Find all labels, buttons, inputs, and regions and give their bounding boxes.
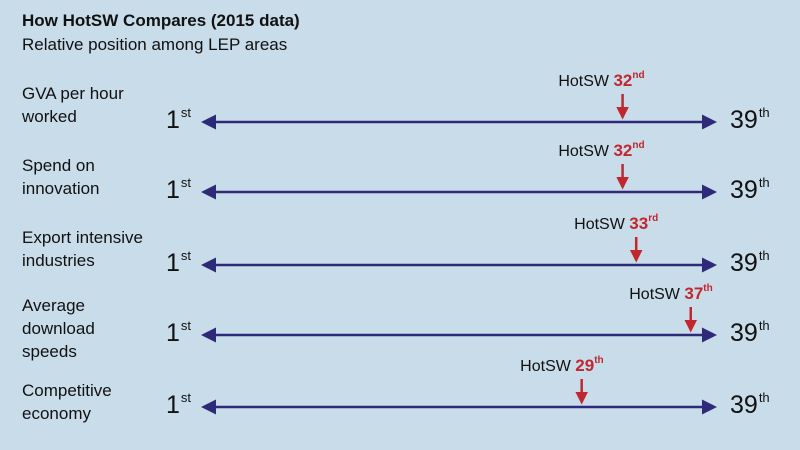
rank-min-label: 1st [166, 390, 192, 419]
rank-min-label: 1st [166, 175, 192, 204]
rank-max-label: 39th [730, 248, 770, 277]
diagram-subtitle: Relative position among LEP areas [22, 35, 288, 54]
entity-rank: 32nd [613, 70, 645, 90]
row-label-line: economy [22, 404, 91, 423]
entity-name: HotSW [558, 73, 614, 90]
row-label-line: Average [22, 296, 86, 315]
rank-max-label: 39th [730, 318, 770, 347]
position-marker-label: HotSW 33rd [574, 213, 659, 233]
entity-name: HotSW [520, 358, 576, 375]
row-label-line: speeds [22, 342, 77, 361]
rank-min-label: 1st [166, 105, 192, 134]
row-label-line: industries [22, 251, 95, 270]
rank-max-label: 39th [730, 390, 770, 419]
entity-name: HotSW [629, 286, 685, 303]
rank-max-label: 39th [730, 105, 770, 134]
entity-name: HotSW [558, 143, 614, 160]
row-label-line: Competitive [22, 381, 112, 400]
row-label-line: GVA per hour [22, 84, 124, 103]
entity-name: HotSW [574, 216, 630, 233]
position-marker-label: HotSW 29th [520, 355, 604, 375]
row-label-line: worked [22, 107, 77, 126]
entity-rank: 29th [575, 355, 604, 375]
position-marker-label: HotSW 32nd [558, 140, 645, 160]
rank-max-label: 39th [730, 175, 770, 204]
row-label-line: Export intensive [22, 228, 143, 247]
position-marker-label: HotSW 37th [629, 283, 713, 303]
row-label-line: Spend on [22, 156, 95, 175]
rank-min-label: 1st [166, 318, 192, 347]
position-marker-label: HotSW 32nd [558, 70, 645, 90]
row-label-line: download [22, 319, 95, 338]
entity-rank: 32nd [613, 140, 645, 160]
rank-min-label: 1st [166, 248, 192, 277]
diagram-title: How HotSW Compares (2015 data) [22, 11, 300, 30]
row-label-line: innovation [22, 179, 100, 198]
entity-rank: 37th [684, 283, 713, 303]
entity-rank: 33rd [629, 213, 659, 233]
